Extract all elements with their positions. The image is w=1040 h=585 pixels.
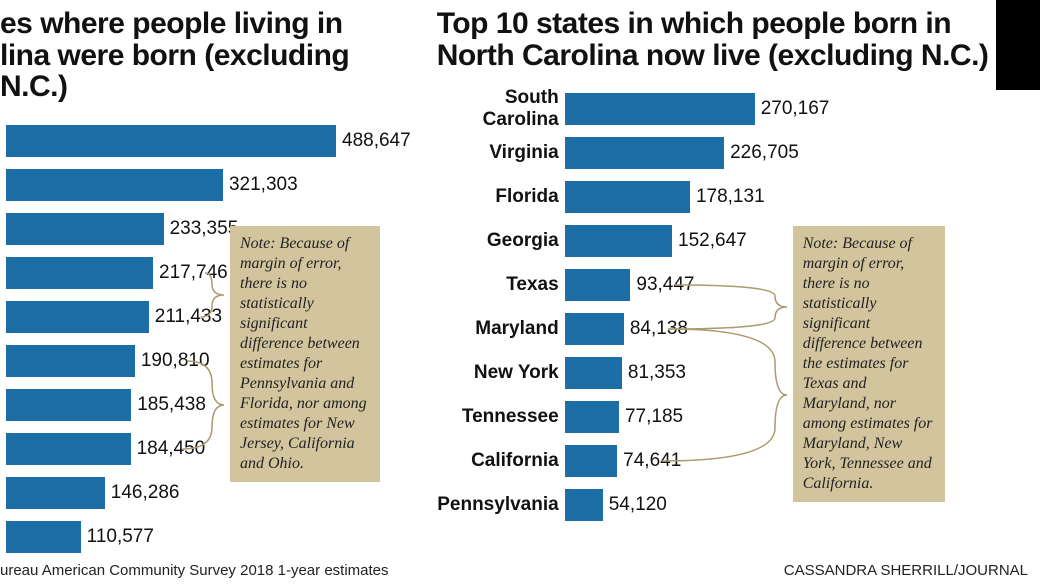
left-note: Note: Because of margin of error, there … [230,226,380,482]
bar [6,125,336,157]
state-label: Florida [437,186,565,208]
value-label: 110,577 [81,526,154,548]
value-label: 74,641 [617,450,681,472]
credit-text: CASSANDRA SHERRILL/JOURNAL [784,562,1028,579]
left-title: es where people living in lina were born… [0,8,411,103]
value-label: 321,303 [223,174,298,196]
right-panel: Top 10 states in which people born in No… [423,0,1040,585]
bar [565,313,624,345]
value-label: 81,353 [622,362,686,384]
bar [565,357,622,389]
bar-wrap: 178,131 [565,181,1028,213]
left-panel: es where people living in lina were born… [0,0,423,585]
bar-row: South Carolina 270,167 [437,89,1028,129]
value-label: 93,447 [630,274,694,296]
container: es where people living in lina were born… [0,0,1040,585]
bar [565,269,631,301]
value-label: 233,355 [164,218,239,240]
bar [6,477,105,509]
bar-wrap: 270,167 [565,93,1028,125]
bar [565,93,755,125]
bar [6,389,131,421]
bar [6,301,149,333]
state-label: New York [437,362,565,384]
value-label: 178,131 [690,186,765,208]
source-text: ureau American Community Survey 2018 1-y… [0,562,389,579]
value-label: 152,647 [672,230,747,252]
value-label: 185,438 [131,394,206,416]
bar [6,257,153,289]
black-block [996,0,1040,90]
bar [565,445,617,477]
state-label: California [437,450,565,472]
right-title: Top 10 states in which people born in No… [437,8,1028,71]
bar [565,225,672,257]
state-label: South Carolina [437,87,565,131]
bar [565,181,690,213]
bar-row: Virginia 226,705 [437,133,1028,173]
state-label: Maryland [437,318,565,340]
bar [6,521,81,553]
state-label: Tennessee [437,406,565,428]
bar-row: 110,577 [0,517,411,557]
bar-wrap: 488,647 [6,125,411,157]
value-label: 184,450 [131,438,206,460]
bar [565,137,724,169]
bar-row: 488,647 [0,121,411,161]
value-label: 488,647 [336,130,411,152]
bar-row: 321,303 [0,165,411,205]
bar [6,169,223,201]
value-label: 54,120 [603,494,667,516]
state-label: Pennsylvania [437,494,565,516]
bar-wrap: 226,705 [565,137,1028,169]
value-label: 146,286 [105,482,180,504]
state-label: Georgia [437,230,565,252]
state-label: Texas [437,274,565,296]
bar-row: Florida 178,131 [437,177,1028,217]
value-label: 84,138 [624,318,688,340]
bar-wrap: 110,577 [6,521,411,553]
bar [6,433,131,465]
value-label: 211,433 [149,306,222,328]
bar [565,401,619,433]
right-note: Note: Because of margin of error, there … [793,226,945,502]
value-label: 190,810 [135,350,210,372]
value-label: 270,167 [755,98,830,120]
bar [6,345,135,377]
state-label: Virginia [437,142,565,164]
bar [565,489,603,521]
value-label: 226,705 [724,142,799,164]
value-label: 217,746 [153,262,228,284]
value-label: 77,185 [619,406,683,428]
bar [6,213,164,245]
bar-wrap: 321,303 [6,169,411,201]
